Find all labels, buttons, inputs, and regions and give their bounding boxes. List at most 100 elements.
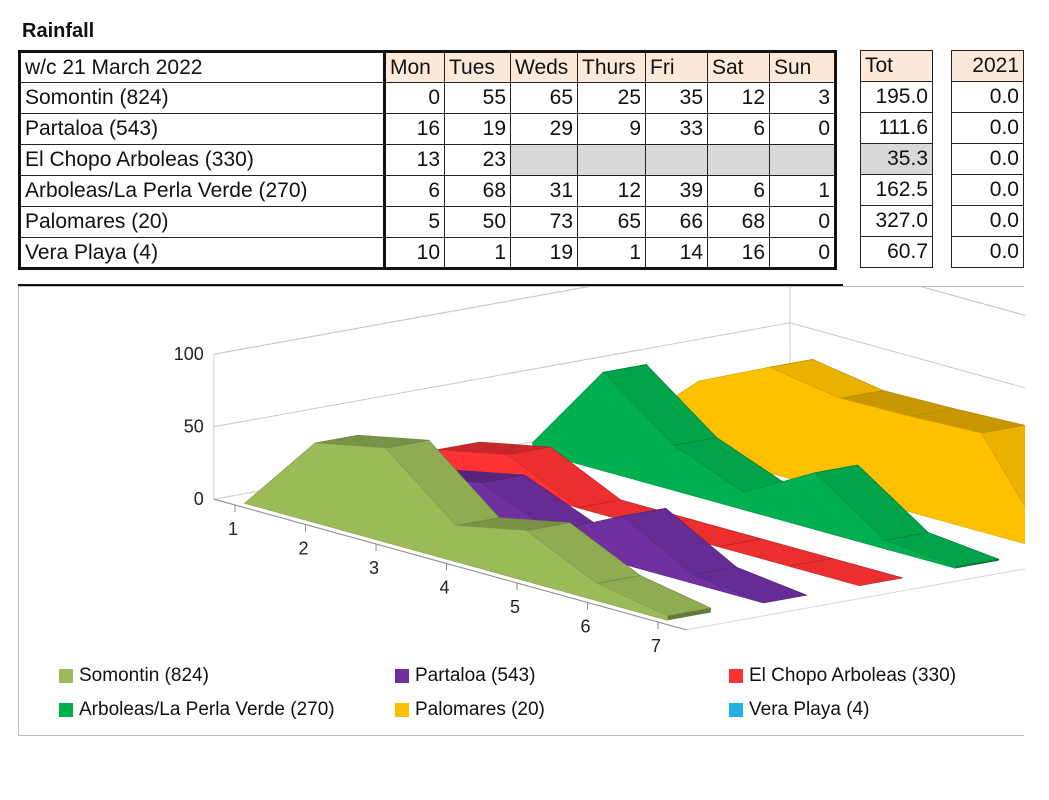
x-tick-label: 5	[510, 597, 520, 617]
x-axis-line	[213, 498, 687, 631]
rainfall-cell: 25	[577, 82, 646, 114]
day-header: Sun	[769, 50, 837, 83]
rainfall-cell: 35	[645, 82, 708, 114]
location-name: Partaloa (543)	[18, 113, 386, 145]
rainfall-cell: 73	[510, 206, 578, 238]
x-tick-label: 1	[228, 519, 238, 539]
rainfall-cell: 31	[510, 175, 578, 207]
legend-entry: Vera Playa (4)	[729, 699, 869, 721]
day-header: Tues	[444, 50, 511, 83]
year-2021-cell: 0.0	[951, 205, 1024, 237]
area-series-front	[243, 442, 668, 621]
legend-entry: Palomares (20)	[395, 699, 545, 721]
table-row: Arboleas/La Perla Verde (270) 6 68 31 12 39 6 1	[18, 175, 837, 207]
legend-swatch	[395, 669, 409, 683]
week-label: w/c 21 March 2022	[18, 50, 386, 83]
total-column: Tot 195.0 111.6 35.3 162.5 327.0 60.7	[860, 50, 933, 268]
rainfall-cell	[707, 144, 770, 176]
legend-label: El Chopo Arboleas (330)	[749, 665, 957, 686]
location-name: Palomares (20)	[18, 206, 386, 238]
rainfall-cell: 13	[384, 144, 445, 176]
rainfall-cell: 5	[384, 206, 445, 238]
rainfall-cell: 1	[577, 237, 646, 270]
total-cell: 162.5	[860, 174, 933, 206]
rainfall-cell: 55	[444, 82, 511, 114]
rainfall-cell: 33	[645, 113, 708, 145]
rainfall-table: w/c 21 March 2022 Mon Tues Weds Thurs Fr…	[18, 50, 837, 270]
gridline	[213, 287, 1025, 355]
rainfall-cell: 12	[577, 175, 646, 207]
total-cell: 60.7	[860, 236, 933, 268]
legend-entry: Arboleas/La Perla Verde (270)	[59, 699, 335, 721]
legend-swatch	[729, 703, 743, 717]
rainfall-cell	[510, 144, 578, 176]
table-row: El Chopo Arboleas (330) 13 23	[18, 144, 837, 176]
location-name: Vera Playa (4)	[18, 237, 386, 270]
day-header: Weds	[510, 50, 578, 83]
legend-swatch	[729, 669, 743, 683]
rainfall-cell: 12	[707, 82, 770, 114]
area-series-front	[532, 371, 956, 569]
gridline	[213, 322, 1025, 428]
y-tick-label: 100	[174, 344, 204, 364]
legend-swatch	[59, 703, 73, 717]
rainfall-cell: 68	[707, 206, 770, 238]
rainfall-cell: 6	[707, 113, 770, 145]
table-header-row: w/c 21 March 2022 Mon Tues Weds Thurs Fr…	[18, 50, 837, 83]
rainfall-cell	[645, 144, 708, 176]
rainfall-cell: 19	[444, 113, 511, 145]
rainfall-cell: 66	[645, 206, 708, 238]
legend-swatch	[395, 703, 409, 717]
area-end-cap	[955, 559, 999, 569]
year-2021-cell: 0.0	[951, 81, 1024, 113]
rainfall-cell: 10	[384, 237, 445, 270]
rainfall-cell: 14	[645, 237, 708, 270]
table-row: Partaloa (543) 16 19 29 9 33 6 0	[18, 113, 837, 145]
area-end-cap	[667, 608, 711, 621]
legend-label: Vera Playa (4)	[749, 699, 870, 720]
legend-label: Arboleas/La Perla Verde (270)	[79, 699, 335, 720]
y-tick-label: 0	[194, 489, 204, 509]
x-tick-label: 7	[651, 636, 661, 656]
legend-swatch	[59, 669, 73, 683]
x-tick-label: 4	[439, 578, 449, 598]
rainfall-cell: 1	[444, 237, 511, 270]
year-2021-cell: 0.0	[951, 236, 1024, 268]
rainfall-cell: 9	[577, 113, 646, 145]
rainfall-cell: 3	[769, 82, 837, 114]
legend-label: Partaloa (543)	[415, 665, 536, 686]
area-top-strip	[980, 424, 1025, 508]
rainfall-cell: 39	[645, 175, 708, 207]
legend-label: Somontin (824)	[79, 665, 209, 686]
day-header: Thurs	[577, 50, 646, 83]
table-row: Palomares (20) 5 50 73 65 66 68 0	[18, 206, 837, 238]
x-tick-label: 3	[369, 558, 379, 578]
rainfall-cell: 0	[769, 113, 837, 145]
legend-entry: El Chopo Arboleas (330)	[729, 665, 956, 687]
table-row: Vera Playa (4) 10 1 19 1 14 16 0	[18, 237, 837, 270]
total-cell: 327.0	[860, 205, 933, 237]
rainfall-cell: 65	[577, 206, 646, 238]
rainfall-cell: 16	[384, 113, 445, 145]
chart-canvas: 0 50 100 1 2 3 4 5 6 7	[79, 287, 1025, 656]
location-name: Somontin (824)	[18, 82, 386, 114]
rainfall-cell	[577, 144, 646, 176]
year-2021-cell: 0.0	[951, 174, 1024, 206]
year-2021-cell: 0.0	[951, 143, 1024, 175]
rainfall-cell: 19	[510, 237, 578, 270]
day-header: Sat	[707, 50, 770, 83]
year-2021-cell: 0.0	[951, 112, 1024, 144]
rainfall-cell: 23	[444, 144, 511, 176]
total-cell: 35.3	[860, 143, 933, 175]
rainfall-cell: 0	[769, 237, 837, 270]
table-row: Somontin (824) 0 55 65 25 35 12 3	[18, 82, 837, 114]
rainfall-3d-area-chart: 0 50 100 1 2 3 4 5 6 7 Somontin (824) Partaloa (54…	[18, 286, 1025, 736]
rainfall-cell: 29	[510, 113, 578, 145]
total-cell: 111.6	[860, 112, 933, 144]
rainfall-cell: 50	[444, 206, 511, 238]
total-cell: 195.0	[860, 81, 933, 113]
x-tick-label: 2	[298, 539, 308, 559]
x-tick-label: 6	[580, 617, 590, 637]
rainfall-cell: 1	[769, 175, 837, 207]
day-header: Mon	[384, 50, 445, 83]
